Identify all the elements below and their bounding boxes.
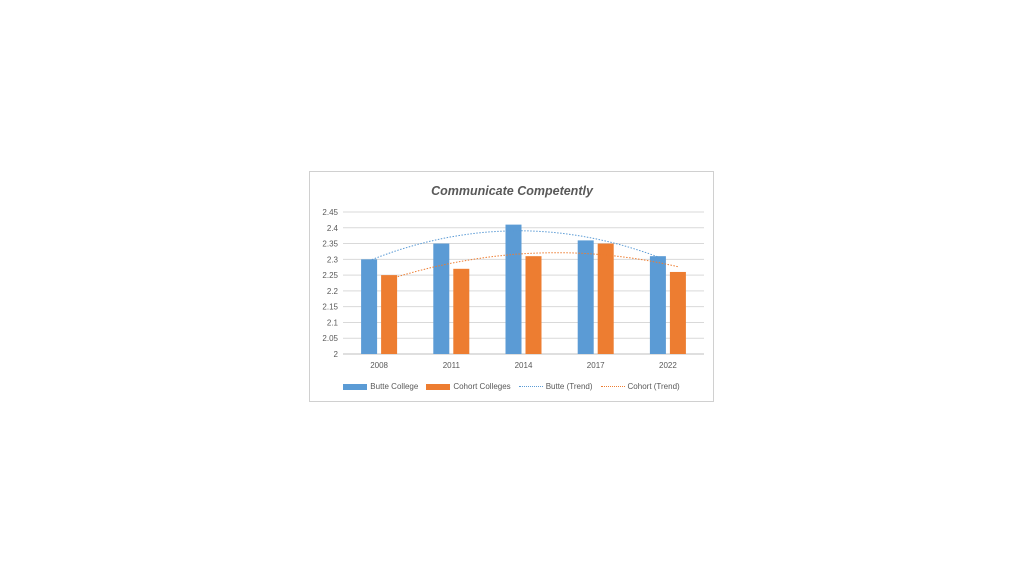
y-axis-ticks: 2 2.05 2.1 2.15 2.2 2.25 2.3 2.35 2.4 2.45 [322, 208, 338, 359]
legend-label-cohort-trend: Cohort (Trend) [627, 382, 680, 391]
bar-butte-college-2017 [577, 240, 594, 354]
chart-title: Communicate Competently [431, 184, 594, 198]
bar-cohort-colleges-2022 [669, 271, 686, 354]
y-tick-label: 2 [334, 350, 339, 359]
gridlines [343, 211, 704, 355]
trendline-cohort-colleges [388, 252, 679, 280]
legend-swatch-butte [343, 383, 368, 390]
legend-swatch-cohort [426, 383, 451, 390]
bar-butte-college-2011 [433, 243, 450, 354]
legend-swatch-cohort-trend [600, 386, 625, 387]
bars [361, 224, 686, 354]
legend-item-cohort: Cohort Colleges [426, 382, 511, 391]
y-tick-label: 2.25 [322, 271, 338, 280]
bar-cohort-colleges-2011 [453, 268, 470, 354]
legend-item-butte-trend: Butte (Trend) [518, 382, 593, 391]
y-tick-label: 2.45 [322, 208, 338, 217]
bar-cohort-colleges-2014 [525, 256, 542, 354]
x-tick-label: 2008 [370, 361, 388, 370]
y-tick-label: 2.4 [327, 224, 339, 233]
x-tick-label: 2011 [443, 361, 461, 370]
legend-label-butte-trend: Butte (Trend) [545, 382, 593, 391]
y-tick-label: 2.2 [327, 287, 339, 296]
chart-frame: Communicate Competently 2 2.05 2.1 2.15 2.2 2… [309, 171, 714, 402]
legend-label-cohort: Cohort Colleges [453, 382, 511, 391]
legend: Butte College Cohort Colleges Butte (Tre… [310, 382, 713, 391]
bar-butte-college-2014 [505, 224, 522, 354]
legend-item-cohort-trend: Cohort (Trend) [600, 382, 680, 391]
x-tick-label: 2017 [587, 361, 605, 370]
x-axis-ticks: 2008 2011 2014 2017 2022 [370, 361, 677, 370]
bar-butte-college-2008 [361, 259, 378, 354]
bar-butte-college-2022 [649, 256, 666, 354]
legend-label-butte: Butte College [370, 382, 419, 391]
legend-swatch-butte-trend [518, 386, 543, 387]
y-tick-label: 2.35 [322, 240, 338, 249]
y-tick-label: 2.3 [327, 255, 339, 264]
trendlines [368, 230, 679, 280]
x-tick-label: 2014 [515, 361, 533, 370]
y-tick-label: 2.05 [322, 334, 338, 343]
trendline-butte-college [368, 230, 659, 262]
y-tick-label: 2.1 [327, 318, 339, 327]
bar-cohort-colleges-2017 [597, 243, 614, 354]
bar-cohort-colleges-2008 [381, 275, 398, 354]
chart-canvas: Communicate Competently 22.052.12.152.22… [322, 184, 704, 370]
legend-item-butte: Butte College [343, 382, 418, 391]
y-tick-label: 2.15 [322, 303, 338, 312]
x-tick-label: 2022 [659, 361, 677, 370]
